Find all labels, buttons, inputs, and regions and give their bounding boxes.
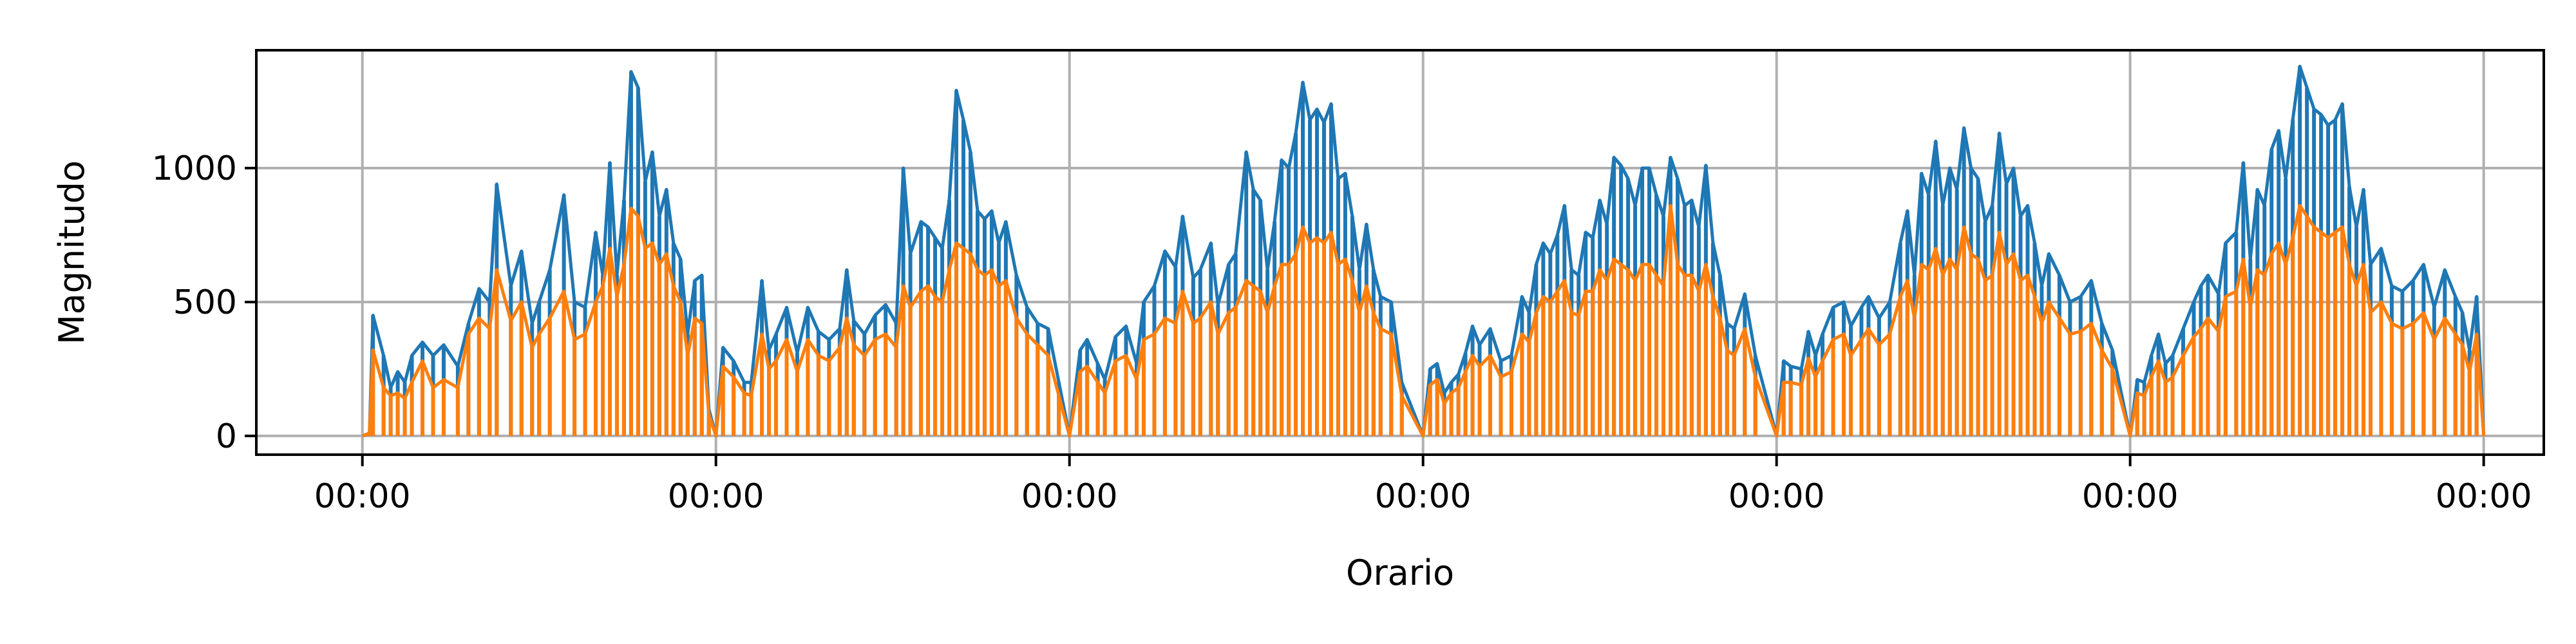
y-tick-label: 500 — [173, 283, 237, 322]
plot-frame — [255, 49, 2545, 456]
series-2 — [361, 204, 2486, 438]
y-tick-label: 0 — [216, 417, 237, 456]
x-tick-label: 00:00 — [2436, 477, 2532, 516]
x-tick-label: 00:00 — [1375, 477, 1472, 516]
x-tick-label: 00:00 — [1728, 477, 1825, 516]
series-layer — [361, 64, 2486, 438]
x-axis-label: Orario — [1346, 553, 1454, 593]
x-axis: 00:00 00:00 00:00 00:00 00:00 00:00 00:00 — [314, 455, 2532, 516]
series-1-line — [361, 64, 2486, 438]
y-tick-label: 1000 — [152, 149, 237, 188]
x-tick-label: 00:00 — [668, 477, 764, 516]
y-axis: 0 500 1000 — [152, 149, 256, 456]
x-tick-label: 00:00 — [2082, 477, 2179, 516]
series-2-line — [361, 204, 2486, 438]
y-axis-label: Magnitudo — [52, 160, 92, 345]
x-tick-label: 00:00 — [1021, 477, 1118, 516]
x-tick-label: 00:00 — [314, 477, 411, 516]
